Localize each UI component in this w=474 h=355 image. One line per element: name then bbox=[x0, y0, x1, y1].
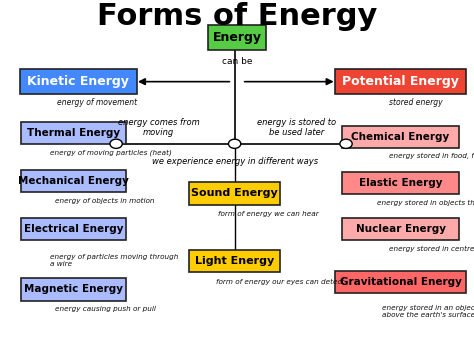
Text: Forms of Energy: Forms of Energy bbox=[97, 2, 377, 31]
Text: form of energy our eyes can detect: form of energy our eyes can detect bbox=[216, 279, 344, 285]
Text: energy of movement: energy of movement bbox=[57, 98, 137, 106]
Text: stored energy: stored energy bbox=[389, 98, 442, 106]
FancyBboxPatch shape bbox=[335, 271, 466, 293]
Text: Thermal Energy: Thermal Energy bbox=[27, 128, 120, 138]
Text: Chemical Energy: Chemical Energy bbox=[351, 132, 450, 142]
Circle shape bbox=[340, 139, 352, 148]
FancyBboxPatch shape bbox=[189, 250, 280, 272]
Text: Gravitational Energy: Gravitational Energy bbox=[339, 277, 462, 287]
Text: energy of objects in motion: energy of objects in motion bbox=[55, 198, 154, 204]
Text: Potential Energy: Potential Energy bbox=[342, 75, 459, 88]
Text: energy stored in an object when it is
above the earth's surface: energy stored in an object when it is ab… bbox=[382, 305, 474, 318]
Text: energy of moving particles (heat): energy of moving particles (heat) bbox=[50, 150, 172, 157]
Text: energy stored in centre of particles: energy stored in centre of particles bbox=[389, 246, 474, 252]
Text: Kinetic Energy: Kinetic Energy bbox=[27, 75, 129, 88]
Text: Light Energy: Light Energy bbox=[195, 256, 274, 266]
Text: Electrical Energy: Electrical Energy bbox=[24, 224, 123, 234]
FancyBboxPatch shape bbox=[342, 218, 459, 240]
Text: we experience energy in different ways: we experience energy in different ways bbox=[152, 157, 318, 166]
FancyBboxPatch shape bbox=[21, 122, 126, 144]
Text: energy stored in food, fuel: energy stored in food, fuel bbox=[389, 153, 474, 159]
Text: form of energy we can hear: form of energy we can hear bbox=[218, 211, 319, 217]
FancyBboxPatch shape bbox=[342, 172, 459, 194]
FancyBboxPatch shape bbox=[21, 218, 126, 240]
Text: energy of particles moving through
a wire: energy of particles moving through a wir… bbox=[50, 254, 178, 267]
Text: Mechanical Energy: Mechanical Energy bbox=[18, 176, 129, 186]
Text: energy comes from
moving: energy comes from moving bbox=[118, 118, 200, 137]
Text: Nuclear Energy: Nuclear Energy bbox=[356, 224, 446, 234]
Text: Elastic Energy: Elastic Energy bbox=[359, 178, 442, 188]
Circle shape bbox=[228, 139, 241, 148]
Text: Energy: Energy bbox=[212, 31, 262, 44]
FancyBboxPatch shape bbox=[189, 182, 280, 204]
FancyBboxPatch shape bbox=[21, 170, 126, 192]
Text: Sound Energy: Sound Energy bbox=[191, 189, 278, 198]
Text: energy causing push or pull: energy causing push or pull bbox=[55, 306, 155, 312]
Circle shape bbox=[110, 139, 122, 148]
FancyBboxPatch shape bbox=[209, 24, 265, 50]
FancyBboxPatch shape bbox=[335, 69, 466, 94]
Text: can be: can be bbox=[222, 56, 252, 66]
FancyBboxPatch shape bbox=[342, 126, 459, 148]
Text: energy is stored to
be used later: energy is stored to be used later bbox=[257, 118, 336, 137]
FancyBboxPatch shape bbox=[21, 278, 126, 300]
Text: energy stored in objects that are stretched: energy stored in objects that are stretc… bbox=[377, 200, 474, 206]
FancyBboxPatch shape bbox=[20, 69, 137, 94]
Text: Magnetic Energy: Magnetic Energy bbox=[24, 284, 123, 294]
